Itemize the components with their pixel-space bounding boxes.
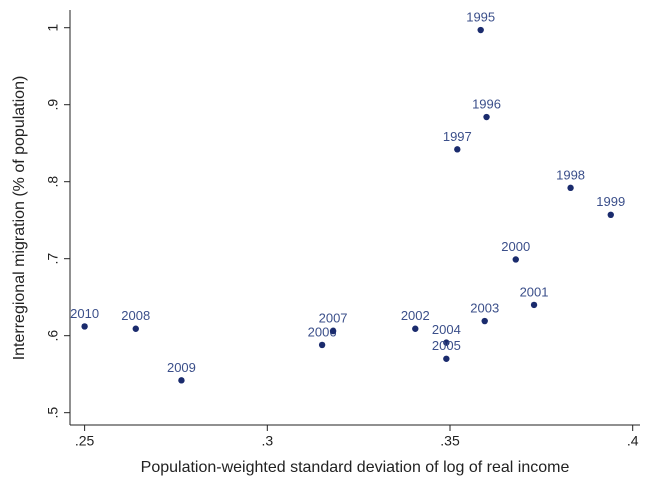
point-label: 1995 — [466, 9, 495, 24]
point — [512, 256, 519, 263]
y-tick-label: .6 — [45, 330, 61, 342]
point — [81, 323, 88, 330]
point-label: 1997 — [443, 129, 472, 144]
point-label: 1996 — [472, 96, 501, 111]
point-label: 2005 — [432, 338, 461, 353]
point — [481, 317, 488, 325]
y-tick-label: .7 — [45, 253, 61, 265]
point — [454, 146, 461, 153]
y-tick-label: .9 — [45, 99, 61, 111]
y-tick-label: .5 — [45, 407, 61, 419]
point — [329, 327, 337, 335]
point — [567, 184, 574, 192]
point — [443, 355, 450, 362]
point — [318, 341, 326, 349]
x-tick-label: .4 — [627, 433, 639, 449]
y-tick-label: 1 — [45, 24, 61, 32]
point-label: 2004 — [432, 322, 461, 337]
y-tick-label: .8 — [45, 176, 61, 188]
point — [178, 377, 185, 384]
point-label: 2008 — [121, 308, 150, 323]
point-label: 2003 — [470, 300, 499, 315]
point-label: 2010 — [70, 306, 99, 321]
point — [607, 211, 614, 219]
point-label: 1998 — [556, 167, 585, 182]
point-label: 1999 — [596, 194, 625, 209]
y-axis-title: Interregional migration (% of population… — [11, 76, 28, 361]
point-label: 2007 — [319, 311, 348, 326]
point — [477, 26, 484, 34]
x-tick-label: .3 — [261, 433, 273, 449]
point-label: 2000 — [501, 239, 530, 254]
point — [530, 301, 538, 309]
x-axis-title: Population-weighted standard deviation o… — [141, 459, 570, 476]
point — [132, 325, 139, 332]
point — [412, 325, 419, 332]
point — [483, 113, 490, 121]
point-label: 2006 — [308, 324, 337, 339]
point-label: 2009 — [167, 360, 196, 375]
x-tick-label: .25 — [75, 433, 95, 449]
point-label: 2001 — [520, 284, 549, 299]
x-tick-label: .35 — [440, 433, 460, 449]
point — [443, 339, 450, 346]
point-label: 2002 — [401, 308, 430, 323]
